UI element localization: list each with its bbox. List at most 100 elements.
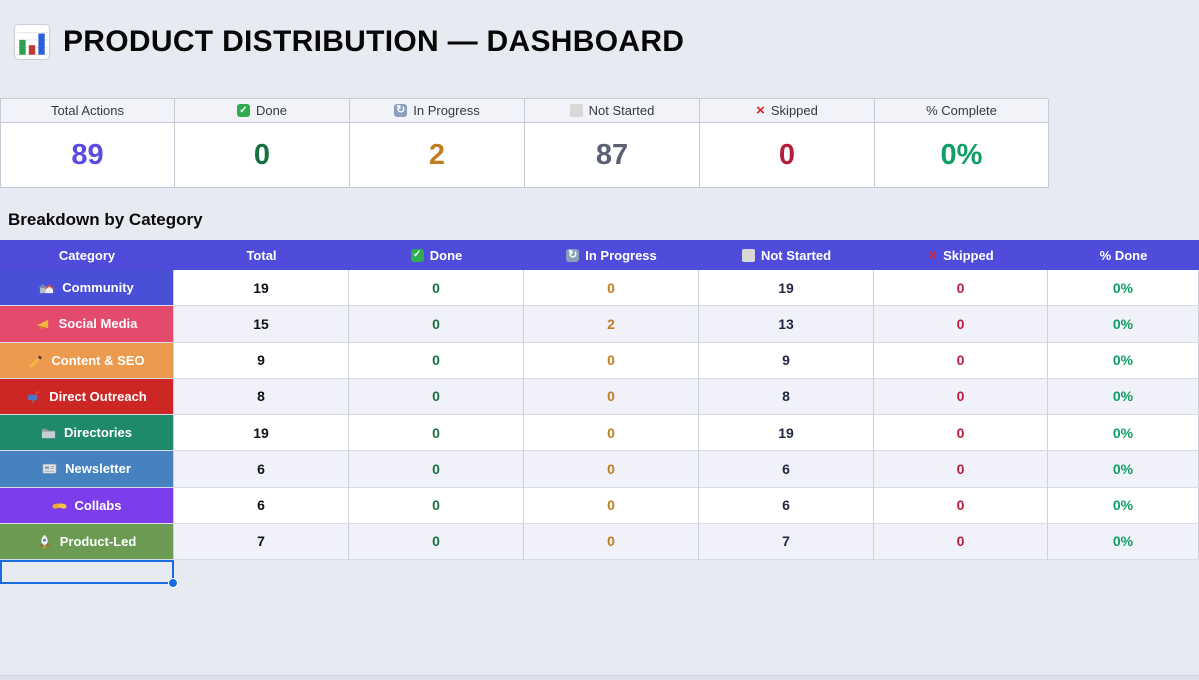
skipped-cell[interactable]: 0 xyxy=(874,270,1048,307)
pct-done-cell[interactable]: 0% xyxy=(1048,306,1199,343)
skipped-cell[interactable]: 0 xyxy=(874,306,1048,343)
pct-done-cell[interactable]: 0% xyxy=(1048,415,1199,452)
done-cell[interactable]: 0 xyxy=(349,270,524,307)
folder-icon xyxy=(41,425,56,440)
not-started-cell[interactable]: 6 xyxy=(699,487,874,524)
category-label: Newsletter xyxy=(65,461,131,477)
done-cell[interactable]: 0 xyxy=(349,306,524,343)
done-cell[interactable]: 0 xyxy=(349,487,524,524)
summary-card-value[interactable]: 87 xyxy=(525,123,699,187)
column-label: Category xyxy=(58,247,116,263)
done-cell[interactable]: 0 xyxy=(349,523,524,560)
category-cell[interactable]: Directories xyxy=(0,415,174,452)
skipped-cell[interactable]: 0 xyxy=(874,451,1048,488)
done-cell[interactable]: 0 xyxy=(349,415,524,452)
column-header-in-progress[interactable]: ↻ In Progress xyxy=(524,240,699,270)
category-cell[interactable]: Product-Led xyxy=(0,523,174,560)
skipped-cell[interactable]: 0 xyxy=(874,523,1048,560)
summary-card-not-started: Not Started 87 xyxy=(525,99,700,188)
summary-card-header[interactable]: ✓ Done xyxy=(175,99,349,123)
column-label: % Done xyxy=(1099,247,1148,263)
total-cell[interactable]: 6 xyxy=(174,487,349,524)
pct-done-cell[interactable]: 0% xyxy=(1048,270,1199,307)
category-cell[interactable]: Collabs xyxy=(0,487,174,524)
done-cell[interactable]: 0 xyxy=(349,378,524,415)
total-cell[interactable]: 7 xyxy=(174,523,349,560)
column-header-done[interactable]: ✓ Done xyxy=(349,240,524,270)
sync-icon: ↻ xyxy=(394,104,408,117)
not-started-cell[interactable]: 19 xyxy=(699,415,874,452)
not-started-cell[interactable]: 13 xyxy=(699,306,874,343)
not-started-cell[interactable]: 9 xyxy=(699,342,874,379)
title-bar: PRODUCT DISTRIBUTION — DASHBOARD xyxy=(14,24,684,60)
in-progress-cell[interactable]: 0 xyxy=(524,487,699,524)
in-progress-cell[interactable]: 0 xyxy=(524,451,699,488)
summary-card-value[interactable]: 0 xyxy=(700,123,874,187)
pct-done-cell[interactable]: 0% xyxy=(1048,451,1199,488)
summary-card-header[interactable]: Total Actions xyxy=(1,99,174,123)
total-cell[interactable]: 19 xyxy=(174,415,349,452)
selected-cell[interactable] xyxy=(0,560,178,588)
summary-card-skipped: × Skipped 0 xyxy=(700,99,875,188)
pct-done-cell[interactable]: 0% xyxy=(1048,523,1199,560)
in-progress-cell[interactable]: 0 xyxy=(524,523,699,560)
summary-card-done: ✓ Done 0 xyxy=(175,99,350,188)
not-started-cell[interactable]: 8 xyxy=(699,378,874,415)
skipped-cell[interactable]: 0 xyxy=(874,487,1048,524)
skipped-cell[interactable]: 0 xyxy=(874,415,1048,452)
column-header-total[interactable]: Total xyxy=(174,240,349,270)
column-header-not-started[interactable]: Not Started xyxy=(699,240,874,270)
category-cell[interactable]: Newsletter xyxy=(0,451,174,488)
pct-done-cell[interactable]: 0% xyxy=(1048,342,1199,379)
bar-chart-icon xyxy=(14,24,50,60)
summary-card-value[interactable]: 0% xyxy=(875,123,1048,187)
category-cell[interactable]: Content & SEO xyxy=(0,342,174,379)
in-progress-cell[interactable]: 0 xyxy=(524,270,699,307)
check-icon: ✓ xyxy=(410,248,424,262)
summary-cards: Total Actions 89 ✓ Done 0 ↻ In Progress … xyxy=(0,98,1049,188)
page-title: PRODUCT DISTRIBUTION — DASHBOARD xyxy=(63,25,685,58)
total-cell[interactable]: 19 xyxy=(174,270,349,307)
summary-card-header[interactable]: ↻ In Progress xyxy=(350,99,524,123)
skipped-cell[interactable]: 0 xyxy=(874,378,1048,415)
skipped-cell[interactable]: 0 xyxy=(874,342,1048,379)
summary-card-value[interactable]: 0 xyxy=(175,123,349,187)
fill-handle[interactable] xyxy=(168,578,178,588)
category-label: Product-Led xyxy=(59,533,137,549)
summary-card-value[interactable]: 89 xyxy=(1,123,174,187)
newspaper-icon xyxy=(42,461,57,476)
category-cell[interactable]: Community xyxy=(0,270,174,307)
not-started-cell[interactable]: 7 xyxy=(699,523,874,560)
column-label: Skipped xyxy=(943,247,994,263)
total-cell[interactable]: 6 xyxy=(174,451,349,488)
column-header-skipped[interactable]: × Skipped xyxy=(874,240,1048,270)
summary-card-header[interactable]: % Complete xyxy=(875,99,1048,123)
total-cell[interactable]: 15 xyxy=(174,306,349,343)
section-heading: Breakdown by Category xyxy=(8,210,203,229)
summary-card-header[interactable]: Not Started xyxy=(525,99,699,123)
summary-card-value[interactable]: 2 xyxy=(350,123,524,187)
pct-done-cell[interactable]: 0% xyxy=(1048,378,1199,415)
category-cell[interactable]: Social Media xyxy=(0,306,174,343)
column-header-pct-done[interactable]: % Done xyxy=(1048,240,1199,270)
not-started-cell[interactable]: 6 xyxy=(699,451,874,488)
table-row: Newsletter 6 0 0 6 0 0% xyxy=(0,451,1199,488)
summary-card-in-progress: ↻ In Progress 2 xyxy=(350,99,525,188)
pct-done-cell[interactable]: 0% xyxy=(1048,487,1199,524)
in-progress-cell[interactable]: 0 xyxy=(524,415,699,452)
grey-square-icon xyxy=(569,104,583,117)
done-cell[interactable]: 0 xyxy=(349,342,524,379)
category-label: Social Media xyxy=(58,316,138,332)
column-header-category[interactable]: Category xyxy=(0,240,174,270)
table-row: Collabs 6 0 0 6 0 0% xyxy=(0,487,1199,524)
in-progress-cell[interactable]: 0 xyxy=(524,378,699,415)
category-cell[interactable]: Direct Outreach xyxy=(0,378,174,415)
total-cell[interactable]: 9 xyxy=(174,342,349,379)
in-progress-cell[interactable]: 0 xyxy=(524,342,699,379)
in-progress-cell[interactable]: 2 xyxy=(524,306,699,343)
summary-card-label: Skipped xyxy=(770,103,818,118)
summary-card-header[interactable]: × Skipped xyxy=(700,99,874,123)
not-started-cell[interactable]: 19 xyxy=(699,270,874,307)
done-cell[interactable]: 0 xyxy=(349,451,524,488)
total-cell[interactable]: 8 xyxy=(174,378,349,415)
